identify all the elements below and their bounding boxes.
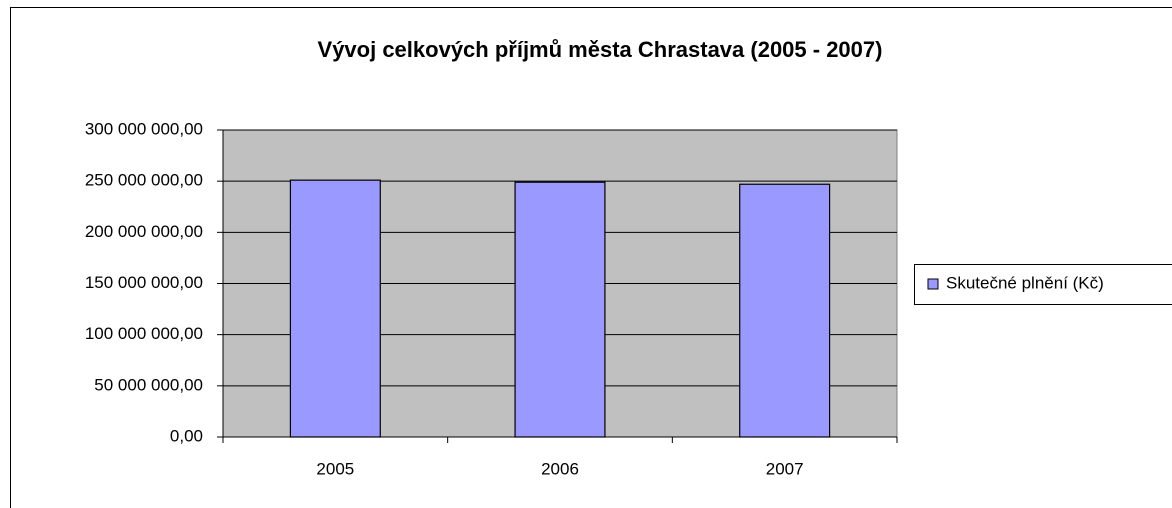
x-tick-label: 2007 (766, 459, 804, 478)
y-tick-label: 50 000 000,00 (94, 375, 203, 394)
y-tick-label: 100 000 000,00 (85, 324, 203, 343)
chart-title: Vývoj celkových příjmů města Chrastava (… (318, 37, 883, 62)
legend-label: Skutečné plnění (Kč) (946, 273, 1104, 292)
bar (514, 181, 606, 438)
legend-box (914, 264, 1172, 305)
x-tick-label: 2006 (541, 459, 579, 478)
y-tick-label: 0,00 (170, 426, 203, 445)
bar (739, 183, 831, 438)
bar (289, 179, 381, 438)
y-tick-label: 250 000 000,00 (85, 171, 203, 190)
y-tick-label: 150 000 000,00 (85, 273, 203, 292)
y-tick-label: 200 000 000,00 (85, 222, 203, 241)
y-tick-label: 300 000 000,00 (85, 119, 203, 138)
x-tick-label: 2005 (316, 459, 354, 478)
legend-swatch (927, 278, 939, 290)
